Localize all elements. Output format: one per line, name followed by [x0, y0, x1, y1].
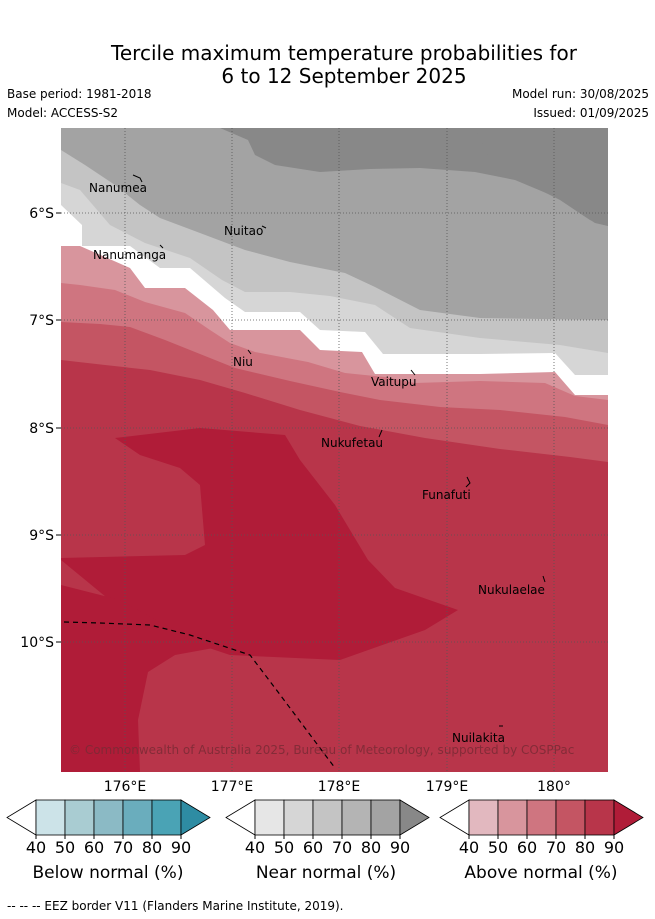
lat-label-7s: 7°S — [29, 313, 54, 329]
colorbar-below-tick-label: 90 — [171, 838, 191, 857]
label-nanumanga: Nanumanga — [93, 248, 166, 262]
model-run-date: Model run: 30/08/2025 — [511, 87, 649, 101]
island-outlines — [132, 174, 546, 727]
colorbar-below-tick-label: 40 — [26, 838, 46, 857]
lon-label-180: 180° — [537, 779, 571, 795]
model-name: Model: ACCESS-S2 — [7, 106, 119, 120]
map-gridlines — [61, 128, 608, 772]
base-period: Base period: 1981-2018 — [7, 87, 152, 101]
colorbar-near-tick-label: 50 — [274, 838, 294, 857]
lon-label-177e: 177°E — [211, 779, 254, 795]
colorbar-label-above: Above normal (%) — [464, 863, 618, 883]
label-nukulaelae: Nukulaelae — [478, 583, 545, 597]
eez-border — [63, 621, 336, 769]
colorbar-above-tick-label: 70 — [546, 838, 566, 857]
colorbar-near-segment — [254, 799, 285, 836]
colorbar-above-tick-label: 50 — [488, 838, 508, 857]
colorbar-below-segment — [35, 799, 66, 836]
colorbar-below-tick-label: 80 — [142, 838, 162, 857]
title-line-2: 6 to 12 September 2025 — [221, 64, 467, 88]
title-line-1: Tercile maximum temperature probabilitie… — [111, 41, 577, 65]
colorbar-below-segment — [122, 799, 153, 836]
eez-footnote: -- -- -- EEZ border V11 (Flanders Marine… — [7, 899, 344, 913]
label-nanumea: Nanumea — [89, 181, 147, 195]
colorbar-above-segment — [468, 799, 499, 836]
label-funafuti: Funafuti — [422, 488, 471, 502]
copyright-notice: © Commonwealth of Australia 2025, Bureau… — [69, 743, 574, 757]
colorbar-below-segment — [151, 799, 182, 836]
colorbar-above-left-extend — [439, 799, 470, 836]
colorbar-near-segment — [341, 799, 372, 836]
colorbar-above-tick-label: 60 — [517, 838, 537, 857]
label-nuilakita: Nuilakita — [452, 731, 505, 745]
colorbar-near-tick-label: 90 — [390, 838, 410, 857]
label-vaitupu: Vaitupu — [371, 375, 417, 389]
latitude-ticks — [56, 212, 61, 643]
colorbar-label-below: Below normal (%) — [32, 863, 184, 883]
lat-label-8s: 8°S — [29, 421, 54, 437]
colorbar-below-segment — [64, 799, 95, 836]
probability-shading — [61, 128, 608, 772]
island-labels: Nanumea Nuitao Nanumanga Niu Vaitupu Nuk… — [89, 181, 545, 745]
colorbar-near-left-extend — [225, 799, 256, 836]
colorbars: 40 50 60 70 80 90 40 50 60 70 80 90 40 50 60 70 80 90 — [6, 799, 644, 857]
lon-label-179e: 179°E — [426, 779, 469, 795]
colorbar-above-tick-label: 90 — [604, 838, 624, 857]
colorbar-label-near: Near normal (%) — [255, 863, 397, 883]
label-niu: Niu — [233, 355, 253, 369]
colorbar-near-segment — [370, 799, 401, 836]
lon-label-176e: 176°E — [104, 779, 147, 795]
colorbar-near-segment — [312, 799, 343, 836]
latitude-labels: 6°S 7°S 8°S 9°S 10°S — [20, 206, 54, 651]
colorbar-below-tick-label: 70 — [113, 838, 133, 857]
colorbar-below-tick-label: 50 — [55, 838, 75, 857]
lat-label-10s: 10°S — [20, 635, 54, 651]
colorbar-above-segment — [584, 799, 615, 836]
lon-label-178e: 178°E — [318, 779, 361, 795]
colorbar-above-right-extend — [613, 799, 644, 836]
colorbar-above-segment — [555, 799, 586, 836]
colorbar-above-segment — [526, 799, 557, 836]
colorbar-near-tick-label: 70 — [332, 838, 352, 857]
colorbar-above-tick-label: 40 — [459, 838, 479, 857]
issued-date: Issued: 01/09/2025 — [533, 106, 649, 120]
colorbar-below-left-extend — [6, 799, 37, 836]
colorbar-near-right-extend — [399, 799, 430, 836]
colorbar-above-tick-label: 80 — [575, 838, 595, 857]
longitude-labels: 176°E 177°E 178°E 179°E 180° — [104, 779, 571, 795]
colorbar-below-tick-label: 60 — [84, 838, 104, 857]
colorbar-below-segment — [93, 799, 124, 836]
label-nuitao: Nuitao — [224, 224, 263, 238]
label-nukufetau: Nukufetau — [321, 436, 383, 450]
colorbar-near-segment — [283, 799, 314, 836]
colorbar-near-tick-label: 40 — [245, 838, 265, 857]
colorbar-near-tick-label: 80 — [361, 838, 381, 857]
colorbar-below-right-extend — [180, 799, 211, 836]
lat-label-6s: 6°S — [29, 206, 54, 222]
colorbar-near-tick-label: 60 — [303, 838, 323, 857]
colorbar-above-segment — [497, 799, 528, 836]
lat-label-9s: 9°S — [29, 528, 54, 544]
